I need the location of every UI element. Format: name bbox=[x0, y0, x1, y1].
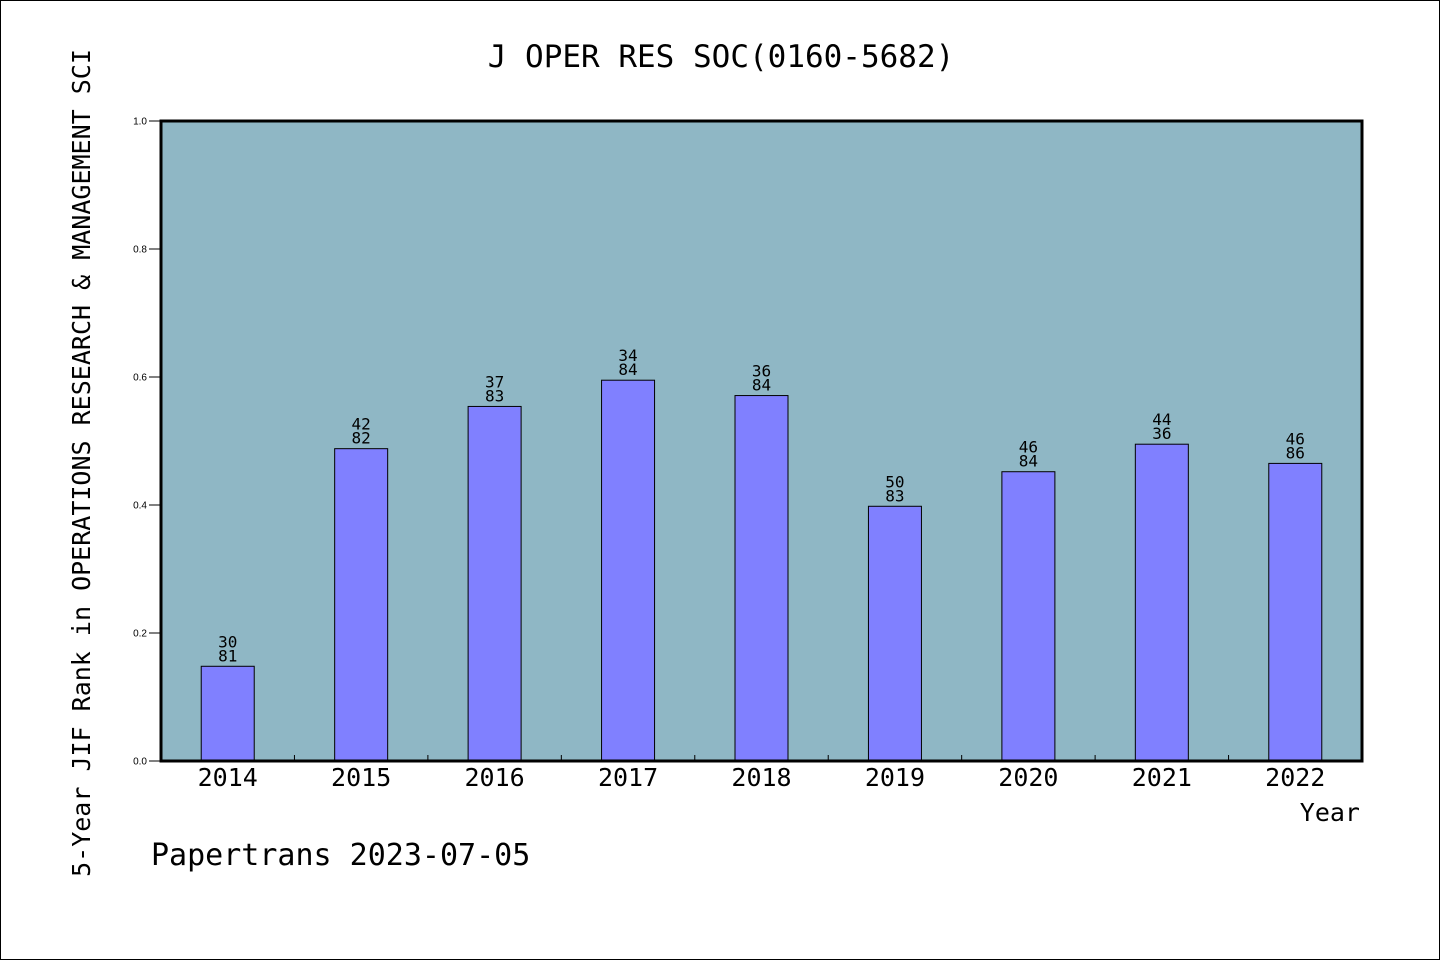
plot-border bbox=[159, 119, 1364, 763]
y-tick-label-0.8: 0.8 bbox=[133, 245, 147, 256]
x-axis-label: Year bbox=[1300, 798, 1360, 827]
bar-label-top-2016: 37 bbox=[485, 372, 504, 391]
bar-label-top-2014: 30 bbox=[218, 632, 237, 651]
bar-2021 bbox=[1134, 443, 1189, 762]
bar-label-bottom-2020: 84 bbox=[1019, 452, 1038, 471]
x-tick-label-2015: 2015 bbox=[331, 763, 391, 792]
bar-2022 bbox=[1268, 462, 1323, 762]
bar-2020 bbox=[1001, 471, 1056, 762]
chart-title: J OPER RES SOC(0160-5682) bbox=[488, 39, 955, 75]
x-tick-label-2022: 2022 bbox=[1265, 763, 1325, 792]
bar-2019 bbox=[867, 505, 922, 762]
bar-2015 bbox=[334, 448, 389, 762]
bar-label-bottom-2014: 81 bbox=[218, 646, 237, 665]
bar-label-bottom-2022: 86 bbox=[1286, 443, 1305, 462]
bar-label-top-2015: 42 bbox=[352, 415, 371, 434]
bar-2017 bbox=[601, 379, 656, 762]
bar-2018 bbox=[734, 395, 789, 762]
bar-label-bottom-2017: 84 bbox=[618, 360, 637, 379]
bar-label-top-2022: 46 bbox=[1286, 429, 1305, 448]
y-tick-label-0.2: 0.2 bbox=[133, 629, 147, 640]
x-tick-label-2018: 2018 bbox=[731, 763, 791, 792]
bar-label-bottom-2015: 82 bbox=[352, 429, 371, 448]
bar-label-top-2020: 46 bbox=[1019, 438, 1038, 457]
y-tick-label-0.0: 0.0 bbox=[133, 757, 147, 768]
x-ticks-group: 2014 2015 2016 2017 2018 2019 2020 2021 2022 bbox=[198, 755, 1325, 792]
bar-label-top-2018: 36 bbox=[752, 362, 771, 381]
x-tick-label-2016: 2016 bbox=[465, 763, 525, 792]
footer-watermark: Papertrans 2023-07-05 bbox=[151, 838, 530, 873]
y-axis-label: 5-Year JIF Rank in OPERATIONS RESEARCH &… bbox=[67, 49, 96, 877]
x-tick-label-2017: 2017 bbox=[598, 763, 658, 792]
bar-label-bottom-2016: 83 bbox=[485, 386, 504, 405]
bar-2016 bbox=[467, 405, 522, 762]
bar-label-top-2017: 34 bbox=[618, 346, 637, 365]
bars-group bbox=[200, 379, 1323, 762]
bar-2014 bbox=[200, 665, 255, 762]
bar-label-bottom-2021: 36 bbox=[1152, 424, 1171, 443]
x-tick-label-2020: 2020 bbox=[998, 763, 1058, 792]
bar-label-top-2019: 50 bbox=[885, 472, 904, 491]
y-ticks-group: 0.0 0.2 0.4 0.6 0.8 1.0 bbox=[133, 117, 161, 768]
x-tick-label-2021: 2021 bbox=[1132, 763, 1192, 792]
bar-label-bottom-2019: 83 bbox=[885, 486, 904, 505]
bar-label-bottom-2018: 84 bbox=[752, 376, 771, 395]
y-tick-label-1.0: 1.0 bbox=[133, 117, 147, 128]
bar-label-top-2021: 44 bbox=[1152, 410, 1171, 429]
x-tick-label-2019: 2019 bbox=[865, 763, 925, 792]
y-tick-label-0.6: 0.6 bbox=[133, 373, 147, 384]
y-tick-label-0.4: 0.4 bbox=[133, 501, 147, 512]
x-tick-label-2014: 2014 bbox=[198, 763, 258, 792]
